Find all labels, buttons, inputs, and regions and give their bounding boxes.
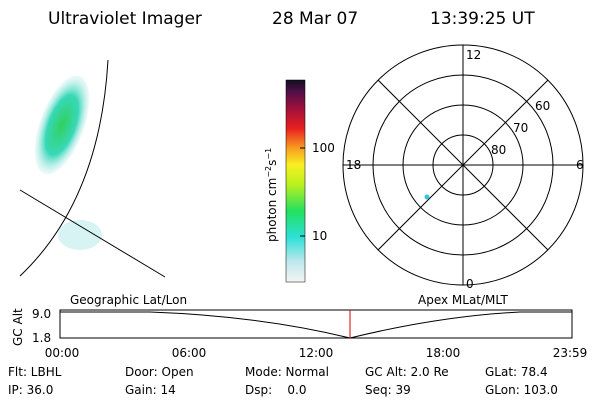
status-field: Gain: 14 (125, 383, 176, 397)
axis-label: GC Alt (11, 308, 25, 346)
date: 28 Mar 07 (272, 9, 358, 29)
time-label: 00:00 (45, 346, 80, 360)
lat-label: 70 (513, 121, 528, 135)
y-label: 1.8 (32, 331, 51, 345)
status-field: GLat: 78.4 (485, 365, 548, 379)
status-field: Flt: LBHL (8, 365, 62, 379)
colorbar-tick: 100 (312, 141, 335, 155)
status-field: GC Alt: 2.0 Re (365, 365, 449, 379)
time-label: 23:59 (553, 346, 588, 360)
colorbar-tick: 10 (312, 229, 327, 243)
lat-label: 80 (491, 143, 506, 157)
mlt-label: 12 (466, 48, 481, 62)
y-label: 9.0 (32, 307, 51, 321)
mlt-label: 6 (576, 158, 584, 172)
mlt-label: 0 (466, 277, 474, 291)
status-field: IP: 36.0 (8, 383, 53, 397)
status-field: Seq: 39 (365, 383, 411, 397)
time: 13:39:25 UT (430, 9, 535, 29)
status-field: Door: Open (125, 365, 194, 379)
status-field: Mode: Normal (245, 365, 329, 379)
lat-label: 60 (535, 99, 550, 113)
colorbar: 100 10 photon cm−2s−1 (264, 79, 335, 283)
status-field: Dsp: 0.0 (245, 383, 307, 397)
time-label: 18:00 (426, 346, 461, 360)
title: Ultraviolet Imager (48, 9, 202, 29)
polar-plot: 12 6 0 18 60 70 80 (342, 44, 584, 291)
altitude-strip: Geographic Lat/Lon Apex MLat/MLT GC Alt … (11, 293, 587, 360)
colorbar-label: photon cm−2s−1 (264, 148, 279, 242)
status-field: GLon: 103.0 (485, 383, 558, 397)
caption: Geographic Lat/Lon (70, 293, 187, 307)
time-label: 12:00 (299, 346, 334, 360)
mlt-label: 18 (346, 158, 361, 172)
image-panel (19, 59, 166, 278)
time-label: 06:00 (172, 346, 207, 360)
caption: Apex MLat/MLT (418, 293, 508, 307)
